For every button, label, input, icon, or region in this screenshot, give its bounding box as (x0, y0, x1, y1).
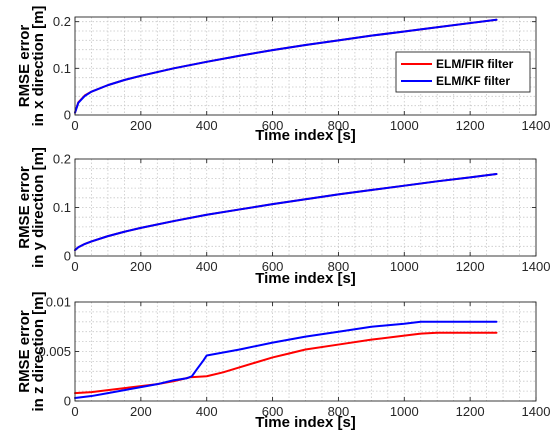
x-tick-label: 1200 (456, 118, 485, 133)
y-tick-label: 0 (64, 249, 71, 264)
x-tick-label: 1000 (390, 118, 419, 133)
y-axis-label: in x direction [m] (30, 6, 47, 127)
x-tick-label: 400 (196, 404, 218, 419)
panel-3: 0 200 400 600 800 1000 1200 1400 0 0.005 0.01 Time … (16, 291, 550, 431)
panel-1: 0 200 400 600 800 1000 1200 1400 0 0.1 0.2 Time ind… (16, 6, 550, 144)
x-tick-label: 800 (328, 259, 350, 274)
y-axis-label: RMSE error (16, 25, 33, 108)
panel-2: 0 200 400 600 800 1000 1200 1400 0 0.1 0.2 Time ind… (16, 147, 550, 287)
y-tick-label: 0.005 (38, 344, 71, 359)
x-tick-label: 200 (130, 259, 152, 274)
y-tick-label: 0.2 (53, 152, 71, 167)
legend-box (395, 51, 531, 93)
x-tick-label: 800 (328, 118, 350, 133)
y-tick-label: 0.1 (53, 200, 71, 215)
x-axis-label: Time index [s] (255, 127, 356, 144)
legend-entry: ELM/FIR filter (436, 57, 514, 71)
y-tick-label: 0 (64, 108, 71, 123)
legend: ELM/FIR filter ELM/KF filter (395, 51, 531, 93)
y-axis-label: RMSE error (16, 166, 33, 249)
y-axis-label: in y direction [m] (30, 147, 47, 268)
y-tick-label: 0.2 (53, 14, 71, 29)
series-line-elm-fir (74, 331, 498, 395)
x-tick-label: 1400 (522, 118, 550, 133)
series-line-elm-kf (74, 173, 498, 252)
x-tick-label: 1000 (390, 404, 419, 419)
x-tick-label: 800 (328, 404, 350, 419)
x-axis-label: Time index [s] (255, 414, 356, 431)
x-tick-label: 0 (71, 404, 78, 419)
x-tick-label: 600 (262, 118, 284, 133)
series-line-elm-kf (74, 320, 498, 400)
x-tick-label: 1400 (522, 404, 550, 419)
y-tick-label: 0.1 (53, 61, 71, 76)
y-tick-label: 0 (64, 394, 71, 409)
x-tick-label: 1000 (390, 259, 419, 274)
x-tick-label: 0 (71, 259, 78, 274)
x-tick-label: 200 (130, 118, 152, 133)
axes-frame (74, 16, 537, 116)
y-axis-label: RMSE error (16, 310, 33, 393)
series-line-elm-kf (74, 18, 498, 114)
x-tick-label: 0 (71, 118, 78, 133)
x-tick-label: 200 (130, 404, 152, 419)
legend-entry: ELM/KF filter (436, 74, 510, 88)
x-tick-label: 600 (262, 259, 284, 274)
x-tick-label: 1400 (522, 259, 550, 274)
y-tick-label: 0.01 (46, 295, 71, 310)
x-tick-label: 1200 (456, 404, 485, 419)
x-tick-label: 600 (262, 404, 284, 419)
x-tick-label: 400 (196, 259, 218, 274)
x-tick-label: 1200 (456, 259, 485, 274)
x-tick-label: 400 (196, 118, 218, 133)
x-axis-label: Time index [s] (255, 270, 356, 287)
y-axis-label: in z direction [m] (30, 291, 47, 411)
